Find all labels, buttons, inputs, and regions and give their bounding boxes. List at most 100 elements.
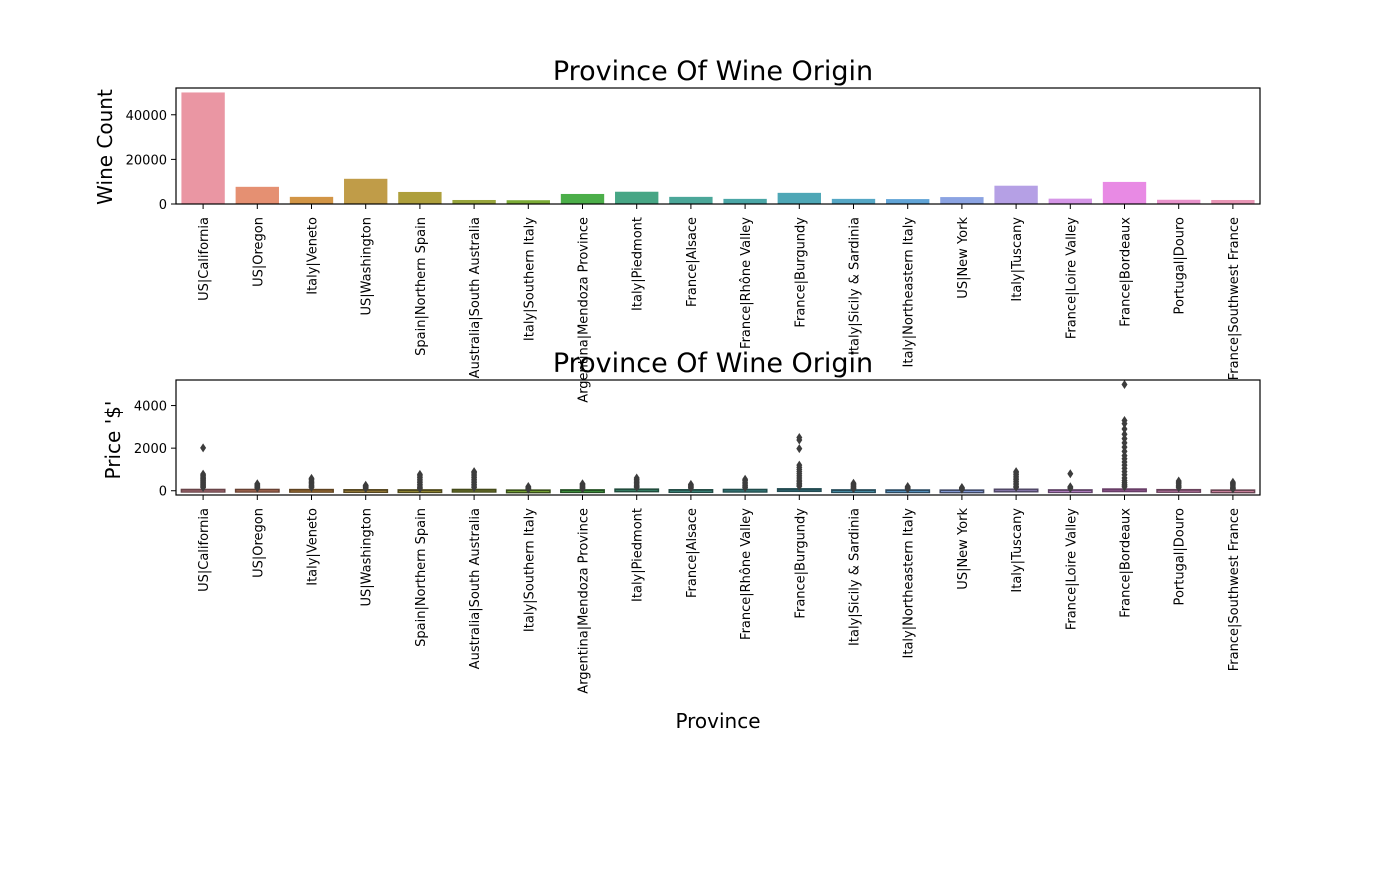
- box-plot-group: [343, 480, 389, 494]
- box-plot-group: [614, 473, 660, 493]
- box-outlier: [579, 484, 586, 494]
- box-plot-group: [831, 478, 876, 494]
- bar-chart-x-tick-label: France|Burgundy: [793, 217, 808, 328]
- bar-chart-y-axis-label: Wine Count: [93, 89, 117, 205]
- box-chart-x-tick-label: Italy|Tuscany: [1010, 508, 1025, 593]
- box-plot-group: [397, 469, 443, 494]
- bar: [994, 185, 1038, 204]
- bar: [1102, 181, 1147, 204]
- box-chart-x-tick-label: France|Alsace: [685, 508, 700, 598]
- bar-chart-x-tick-label: Australia|South Australia: [468, 217, 483, 378]
- box-outlier: [1121, 482, 1128, 492]
- box-outlier: [1121, 419, 1128, 429]
- box-chart-x-tick-label: Argentina|Mendoza Province: [577, 508, 592, 694]
- bar-chart-x-tick-label: Italy|Tuscany: [1010, 217, 1025, 302]
- bar-chart-x-tick-label: France|Loire Valley: [1064, 217, 1079, 339]
- box-outlier: [850, 484, 857, 494]
- bar-chart-x-tick-label: France|Rhône Valley: [739, 217, 754, 349]
- bar-chart-x-tick-label: Argentina|Mendoza Province: [577, 217, 592, 403]
- bar-chart-x-tick-label: Italy|Sicily & Sardinia: [848, 217, 863, 355]
- bar-chart-y-tick-label: 40000: [126, 109, 167, 124]
- box-plot-group: [1210, 477, 1256, 494]
- bar-chart-x-tick-label: US|New York: [956, 217, 971, 299]
- box-plot-group: [560, 479, 605, 494]
- bar: [669, 196, 713, 204]
- box-chart-x-tick-label: France|Rhône Valley: [739, 508, 754, 640]
- box-outlier: [200, 483, 207, 493]
- bar-chart-y-tick-label: 0: [159, 198, 167, 213]
- box-outlier: [471, 483, 478, 493]
- box-plot-group: [1047, 469, 1093, 494]
- bar-chart-x-tick-label: Italy|Veneto: [306, 217, 321, 295]
- bar-chart-x-tick-label: Italy|Southern Italy: [522, 217, 537, 341]
- box-outlier: [742, 483, 749, 493]
- box-chart-x-tick-label: Spain|Northern Spain: [414, 508, 429, 647]
- bar: [723, 198, 767, 204]
- box-plot-group: [289, 473, 334, 493]
- bar: [398, 191, 442, 204]
- box-chart-y-tick-label: 0: [159, 485, 167, 500]
- bar-chart-y-tick-label: 20000: [126, 153, 167, 168]
- box-plot-group: [180, 443, 226, 493]
- box-chart-x-tick-label: US|California: [197, 508, 212, 592]
- bar: [560, 193, 605, 204]
- box-chart-x-tick-label: Italy|Piedmont: [631, 508, 646, 602]
- box-plot-group: [234, 479, 280, 493]
- box-outlier: [633, 482, 640, 492]
- box-chart-x-tick-label: US|Oregon: [251, 508, 266, 578]
- box-chart-y-tick-label: 2000: [134, 442, 167, 457]
- box-plot-group: [451, 467, 497, 493]
- bar: [344, 178, 388, 204]
- bar: [181, 92, 225, 204]
- bar-chart-x-ticks: US|California US|Oregon Italy|Veneto US|Was…: [197, 204, 1242, 403]
- box-plot-group: [1102, 379, 1147, 493]
- box-outlier: [254, 483, 261, 493]
- bar: [777, 192, 821, 204]
- bar-chart-frame: [175, 87, 1261, 205]
- bar-chart-x-tick-label: Italy|Northeastern Italy: [902, 217, 917, 368]
- box-plot-group: [939, 483, 985, 494]
- bar-chart-x-tick-label: France|Alsace: [685, 217, 700, 307]
- bar-chart-bars: [181, 92, 1255, 204]
- box-outlier: [1121, 424, 1128, 434]
- bar: [235, 186, 279, 204]
- box-plot-group: [1156, 476, 1202, 493]
- box-outlier: [525, 484, 532, 494]
- box-chart-x-tick-label: France|Loire Valley: [1064, 508, 1079, 630]
- box-outlier: [308, 483, 315, 493]
- box-chart-x-tick-label: Italy|Sicily & Sardinia: [848, 508, 863, 646]
- box-chart-y-axis-label: Price '$': [101, 401, 125, 480]
- box-plot-group: [505, 481, 551, 494]
- box-plot-group: [722, 474, 768, 493]
- bar: [506, 200, 550, 204]
- box-outlier: [958, 484, 965, 494]
- bar: [452, 199, 496, 204]
- bar-chart: Province Of Wine Origin Wine Count 0 2000…: [93, 56, 1261, 403]
- bar: [1048, 198, 1092, 204]
- bar-chart-x-tick-label: US|Oregon: [251, 217, 266, 287]
- box-outlier: [416, 484, 423, 494]
- bar-chart-y-ticks: 0 20000 40000: [126, 109, 176, 213]
- box-chart-x-tick-label: France|Southwest France: [1227, 508, 1242, 671]
- box-chart-boxes: [180, 379, 1256, 494]
- box-chart-x-tick-label: Italy|Southern Italy: [522, 508, 537, 632]
- box-outlier: [1175, 483, 1182, 493]
- box-outlier: [1067, 469, 1074, 479]
- bar-chart-title: Province Of Wine Origin: [553, 56, 873, 87]
- box-chart-x-tick-label: Portugal|Douro: [1173, 508, 1188, 605]
- box-outlier: [200, 443, 207, 453]
- box-outlier: [1229, 484, 1236, 494]
- bar-chart-x-tick-label: France|Bordeaux: [1119, 217, 1134, 327]
- box-outlier: [1013, 482, 1020, 492]
- box-outlier: [362, 483, 369, 493]
- box-outlier: [1067, 483, 1074, 493]
- bar: [615, 191, 659, 204]
- box-outlier: [796, 444, 803, 454]
- box-chart-x-axis-label: Province: [675, 709, 760, 733]
- bar: [1157, 199, 1201, 204]
- bar-chart-x-tick-label: Italy|Piedmont: [631, 217, 646, 311]
- box-chart-x-tick-label: Italy|Veneto: [306, 508, 321, 586]
- box-outlier: [904, 484, 911, 494]
- bar-chart-x-tick-label: US|California: [197, 217, 212, 301]
